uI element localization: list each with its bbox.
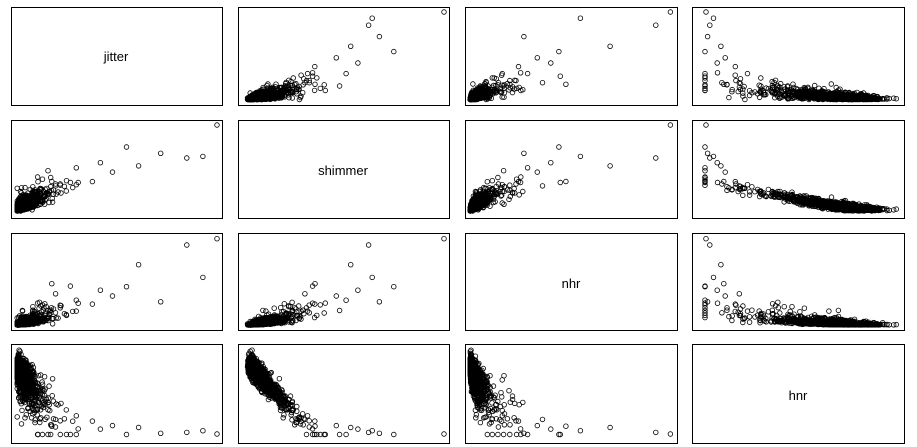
data-point (300, 82, 306, 88)
panel-shimmer-vs-nhr (465, 120, 678, 219)
panel-nhr-vs-nhr (465, 233, 678, 331)
data-point (312, 81, 318, 87)
data-point (297, 94, 304, 101)
panel-jitter-vs-jitter (11, 7, 223, 106)
data-point (273, 81, 279, 87)
data-point (322, 87, 328, 94)
data-point (343, 70, 349, 77)
panels-layer (11, 7, 905, 444)
data-point (293, 80, 299, 87)
data-point (311, 87, 318, 94)
points-layer (14, 9, 899, 438)
panel-hnr-vs-hnr (692, 344, 905, 444)
data-point (336, 83, 343, 89)
data-point (298, 72, 304, 78)
data-point (306, 77, 312, 84)
panel-shimmer-vs-hnr (692, 120, 905, 219)
data-point (300, 89, 306, 96)
scatter-jitter-vs-shimmer (244, 9, 447, 103)
panel-shimmer-vs-shimmer (238, 120, 450, 219)
data-point (301, 76, 307, 82)
data-point (317, 85, 323, 92)
